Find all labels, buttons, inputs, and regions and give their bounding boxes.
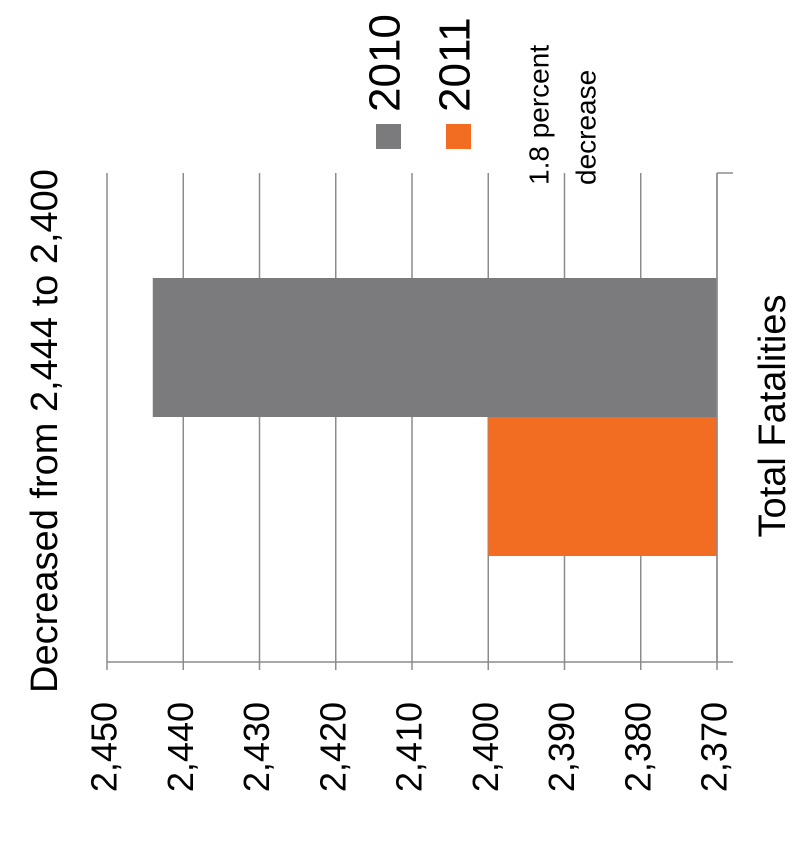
tick-labels: 2,450 2,440 2,430 2,420 2,410 2,400 2,390 2,380… [84,702,735,792]
tick-label-0: 2,450 [84,702,125,792]
legend-label-2010: 2010 [361,14,410,112]
legend-swatch-2011 [446,124,471,149]
bar-2010 [152,278,717,417]
legend: 2010 2011 [361,14,480,149]
legend-swatch-2010 [376,124,401,149]
bars [152,278,717,556]
value-axis [107,172,733,663]
tick-label-5: 2,400 [465,702,506,792]
tick-label-8: 2,370 [694,702,735,792]
annotation: 1.8 percent decrease [523,45,601,185]
chart-title: Decreased from 2,444 to 2,400 [24,169,66,693]
annotation-line-1: 1.8 percent [523,45,554,185]
tick-label-2: 2,430 [236,702,277,792]
category-label: Total Fatalities [752,295,794,538]
tick-label-3: 2,420 [312,702,353,792]
tick-label-7: 2,380 [617,702,658,792]
tick-label-1: 2,440 [160,702,201,792]
annotation-line-2: decrease [570,70,601,185]
bar-2011 [488,417,717,556]
tick-label-6: 2,390 [541,702,582,792]
legend-label-2011: 2011 [431,17,480,112]
tick-label-4: 2,410 [389,702,430,792]
